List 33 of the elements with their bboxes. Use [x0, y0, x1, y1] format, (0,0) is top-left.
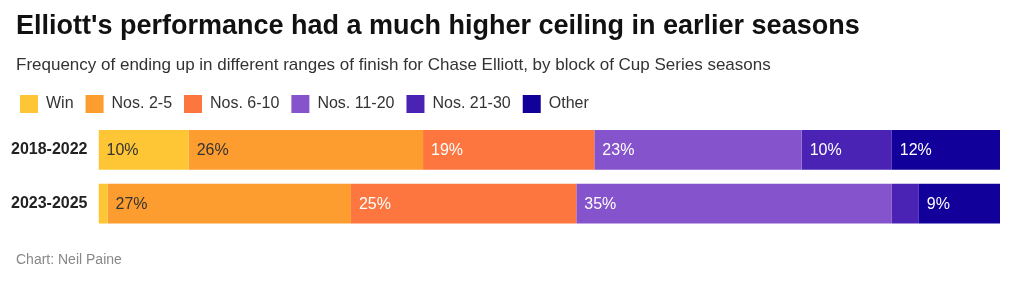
data-label: 23%: [602, 141, 635, 159]
bar: [98, 183, 108, 224]
legend-label: Win: [46, 94, 74, 112]
data-label: 26%: [196, 141, 229, 159]
bar: [98, 129, 189, 170]
data-label: 25%: [358, 194, 391, 212]
legend-label: Other: [548, 94, 590, 112]
bar: [891, 129, 1000, 170]
data-label: 10%: [106, 141, 139, 159]
bar: [801, 129, 892, 170]
bar: [594, 129, 802, 170]
legend-label: Nos. 11-20: [317, 94, 395, 112]
data-label: 9%: [926, 194, 950, 212]
y-tick-label: 2018-2022: [11, 140, 88, 158]
text: Chart: Neil Paine: [15, 250, 123, 267]
bar: [576, 183, 892, 224]
bar: [350, 183, 577, 224]
legend-label: Nos. 6-10: [210, 94, 280, 112]
data-label: 19%: [431, 141, 464, 159]
bar: [891, 183, 919, 224]
bar: [918, 183, 1000, 224]
y-tick-label: 2023-2025: [11, 193, 88, 211]
data-label: 10%: [809, 141, 842, 159]
data-label: 12%: [899, 141, 932, 159]
legend-label: Nos. 2-5: [111, 94, 173, 112]
chart-subtitle: Frequency of ending up in different ranges of finish for Chase Elliott, by block of Cup Series seasons: [15, 54, 772, 76]
chart-title: Elliott's performance had a much higher ceiling in earlier seasons: [15, 9, 861, 41]
data-label: 27%: [115, 194, 148, 212]
bar: [107, 183, 351, 224]
legend-label: Nos. 21-30: [432, 94, 511, 112]
data-label: 35%: [584, 194, 617, 212]
bar: [188, 129, 424, 170]
bar: [423, 129, 595, 170]
